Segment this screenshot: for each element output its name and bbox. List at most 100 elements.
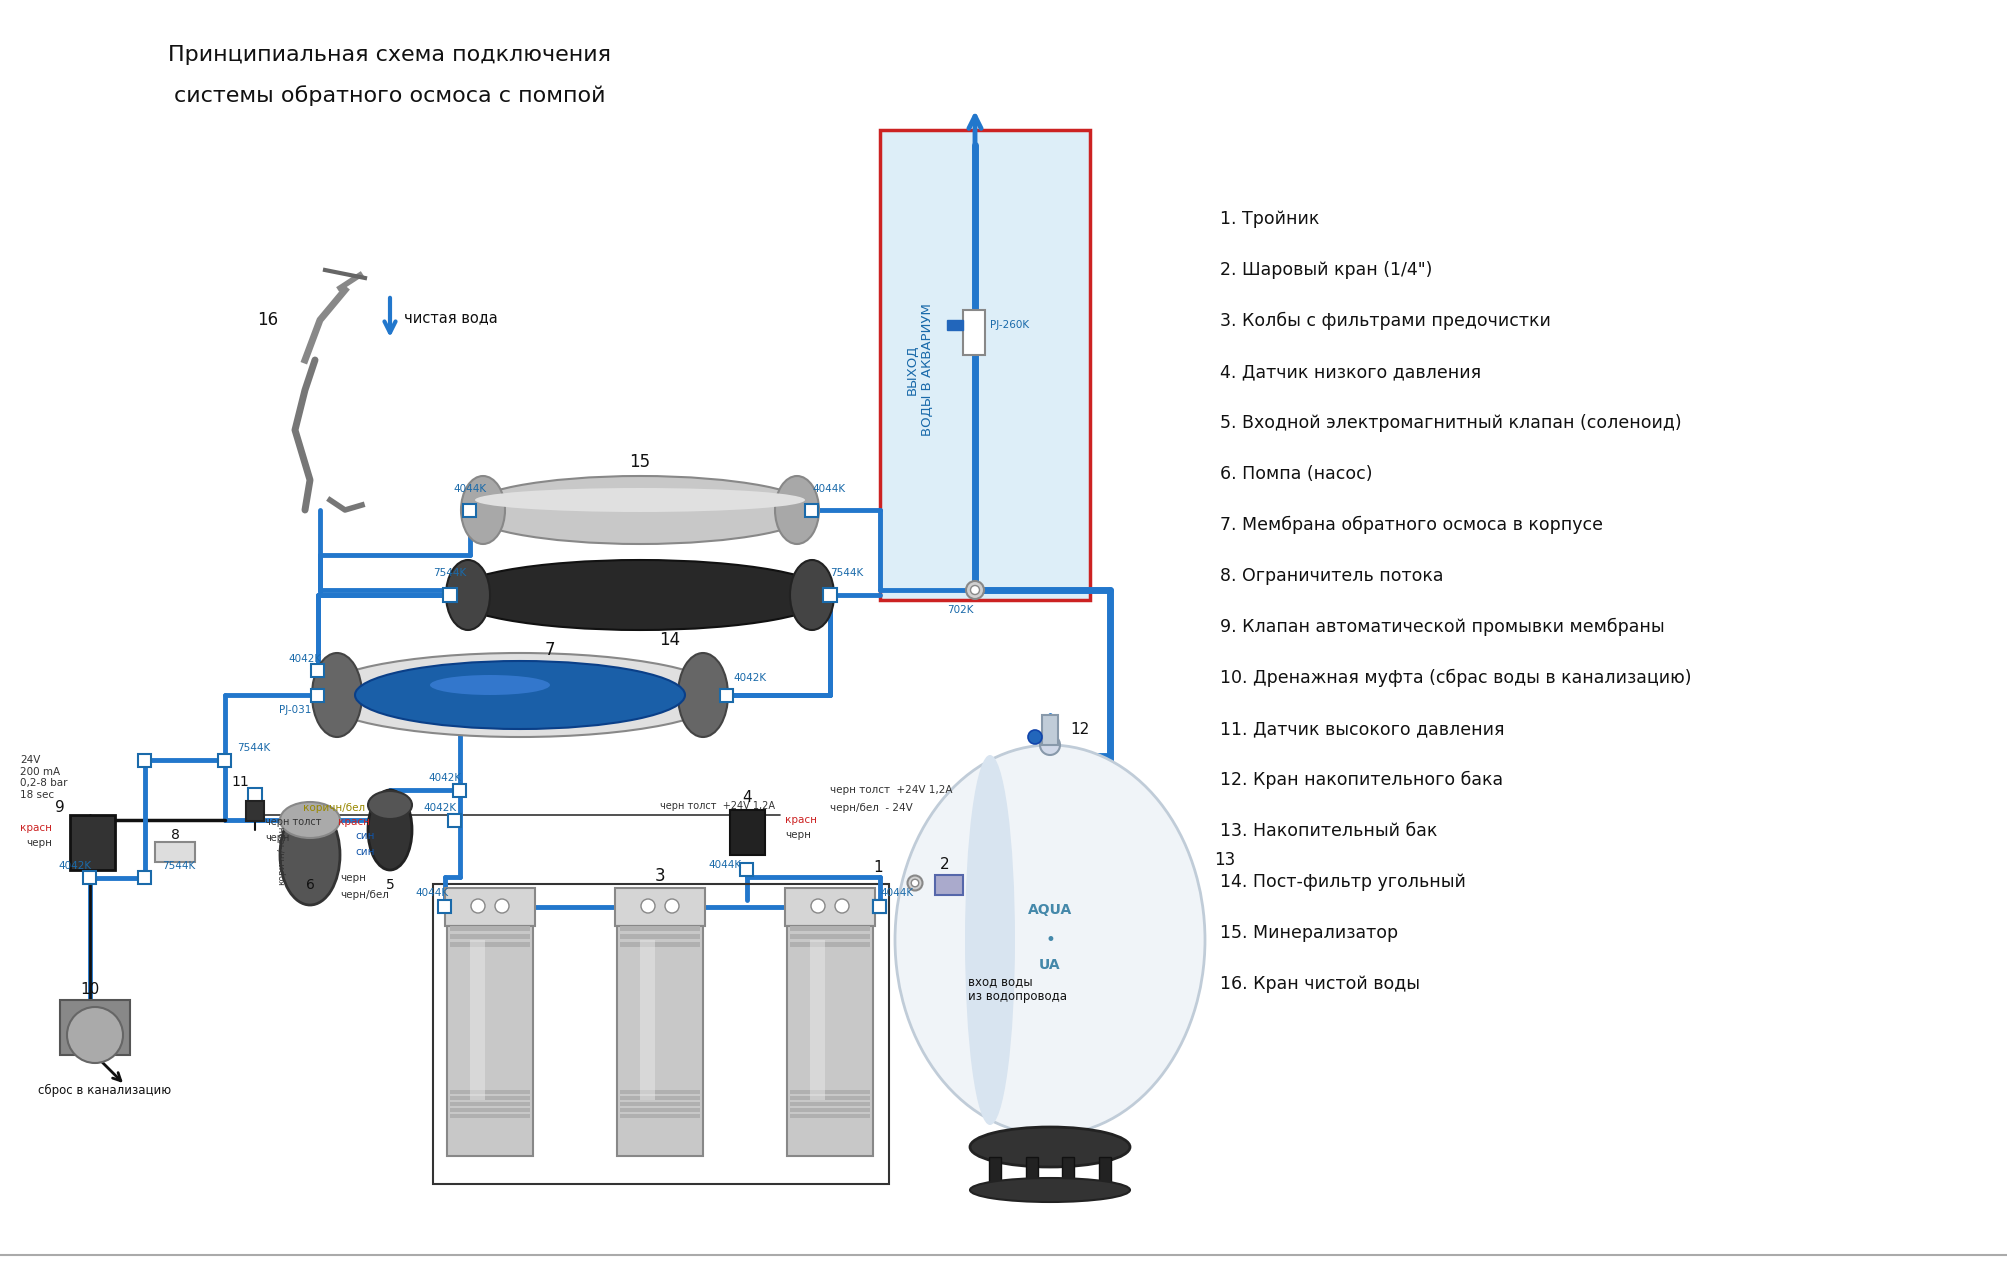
Text: 7544K: 7544K [434,568,466,578]
Bar [1042,715,1058,744]
Text: черн толст: черн толст [265,817,321,827]
Bar [219,753,231,766]
Text: 4044K: 4044K [708,860,741,870]
Ellipse shape [367,790,411,870]
Text: черн: черн [339,873,365,884]
Bar [789,942,869,947]
Bar [1026,1157,1038,1192]
Bar [470,940,486,1100]
Bar [311,664,325,676]
Text: 3: 3 [654,867,664,885]
Bar [450,942,530,947]
Text: 15. Минерализатор: 15. Минерализатор [1220,924,1397,942]
Text: 4042K: 4042K [58,861,92,871]
Bar [963,310,985,355]
Circle shape [911,880,919,887]
Bar [789,1114,869,1117]
Bar [873,900,885,914]
Text: 15: 15 [628,453,650,471]
Bar [873,900,885,914]
Text: сброс в канализацию: сброс в канализацию [38,1083,171,1097]
Ellipse shape [450,560,829,629]
Ellipse shape [367,791,411,819]
Bar [450,1102,530,1106]
Ellipse shape [466,477,815,544]
Text: 12: 12 [1070,723,1088,737]
Text: 13. Накопительный бак: 13. Накопительный бак [1220,822,1437,841]
Bar [809,940,825,1100]
Text: 12. Кран накопительного бака: 12. Кран накопительного бака [1220,771,1503,789]
Bar [138,871,151,885]
Text: 14: 14 [658,631,680,648]
Bar [721,689,733,702]
Bar [620,927,700,932]
Circle shape [835,899,849,913]
Ellipse shape [965,755,1014,1125]
Bar [454,784,466,796]
Bar [438,900,452,914]
Bar [311,689,325,702]
Text: 5. Входной электромагнитный клапан (соленоид): 5. Входной электромагнитный клапан (соле… [1220,415,1680,432]
Text: 9: 9 [56,800,64,815]
Text: 4044K: 4044K [811,484,845,494]
Text: 8. Ограничитель потока: 8. Ограничитель потока [1220,568,1443,585]
Bar [450,927,530,932]
Text: 16: 16 [257,311,279,329]
Bar [620,942,700,947]
Bar [616,927,702,1157]
Text: 2: 2 [939,857,949,872]
Text: 24V
200 mA
0,2-8 bar
18 sec: 24V 200 mA 0,2-8 bar 18 sec [20,755,68,800]
Text: 4042K: 4042K [427,774,462,782]
Text: черн толст  +24V 1,2А: черн толст +24V 1,2А [660,801,775,811]
Text: 11: 11 [231,775,249,789]
Bar [789,1109,869,1112]
Bar [450,1114,530,1117]
Circle shape [664,899,678,913]
Text: 3. Колбы с фильтрами предочистки: 3. Колбы с фильтрами предочистки [1220,312,1549,330]
Bar [249,787,261,801]
Text: 7544K: 7544K [237,743,271,753]
Bar [823,588,837,602]
Ellipse shape [789,560,833,629]
Bar [640,940,654,1100]
Bar [620,1090,700,1095]
Text: 16. Кран чистой воды: 16. Кран чистой воды [1220,975,1419,994]
Text: PJ-031: PJ-031 [279,705,311,715]
Text: 5: 5 [385,878,393,892]
Text: 8: 8 [171,828,179,842]
Ellipse shape [311,653,361,737]
Ellipse shape [969,1127,1130,1167]
Bar [614,889,704,927]
Ellipse shape [315,653,725,737]
Text: син: син [355,847,375,857]
Bar [620,934,700,939]
Text: 7544K: 7544K [829,568,863,578]
Ellipse shape [678,653,729,737]
Text: 2. Шаровый кран (1/4"): 2. Шаровый кран (1/4") [1220,260,1431,279]
Text: 4042K: 4042K [289,653,321,664]
Bar [879,130,1090,600]
Bar [70,815,114,870]
Circle shape [811,899,825,913]
Text: 4044K: 4044K [454,484,486,494]
Bar [84,871,96,885]
Bar [789,1102,869,1106]
Bar [947,320,963,330]
Text: красн: красн [20,823,52,833]
Bar [1062,1157,1074,1192]
Text: 13: 13 [1214,851,1234,868]
Text: AQUA: AQUA [1028,902,1072,916]
Bar [138,753,151,766]
Bar [785,889,875,927]
Bar [741,863,753,876]
Bar [247,801,263,822]
Circle shape [640,899,654,913]
Text: 7544K: 7544K [163,861,195,871]
Ellipse shape [446,560,490,629]
Bar [789,1096,869,1100]
Text: 1. Тройник: 1. Тройник [1220,210,1319,228]
Bar [731,810,765,854]
Text: коричн/бел: коричн/бел [303,803,365,813]
Text: черн/бел  - 24V: черн/бел - 24V [829,803,913,813]
Circle shape [1028,731,1042,744]
